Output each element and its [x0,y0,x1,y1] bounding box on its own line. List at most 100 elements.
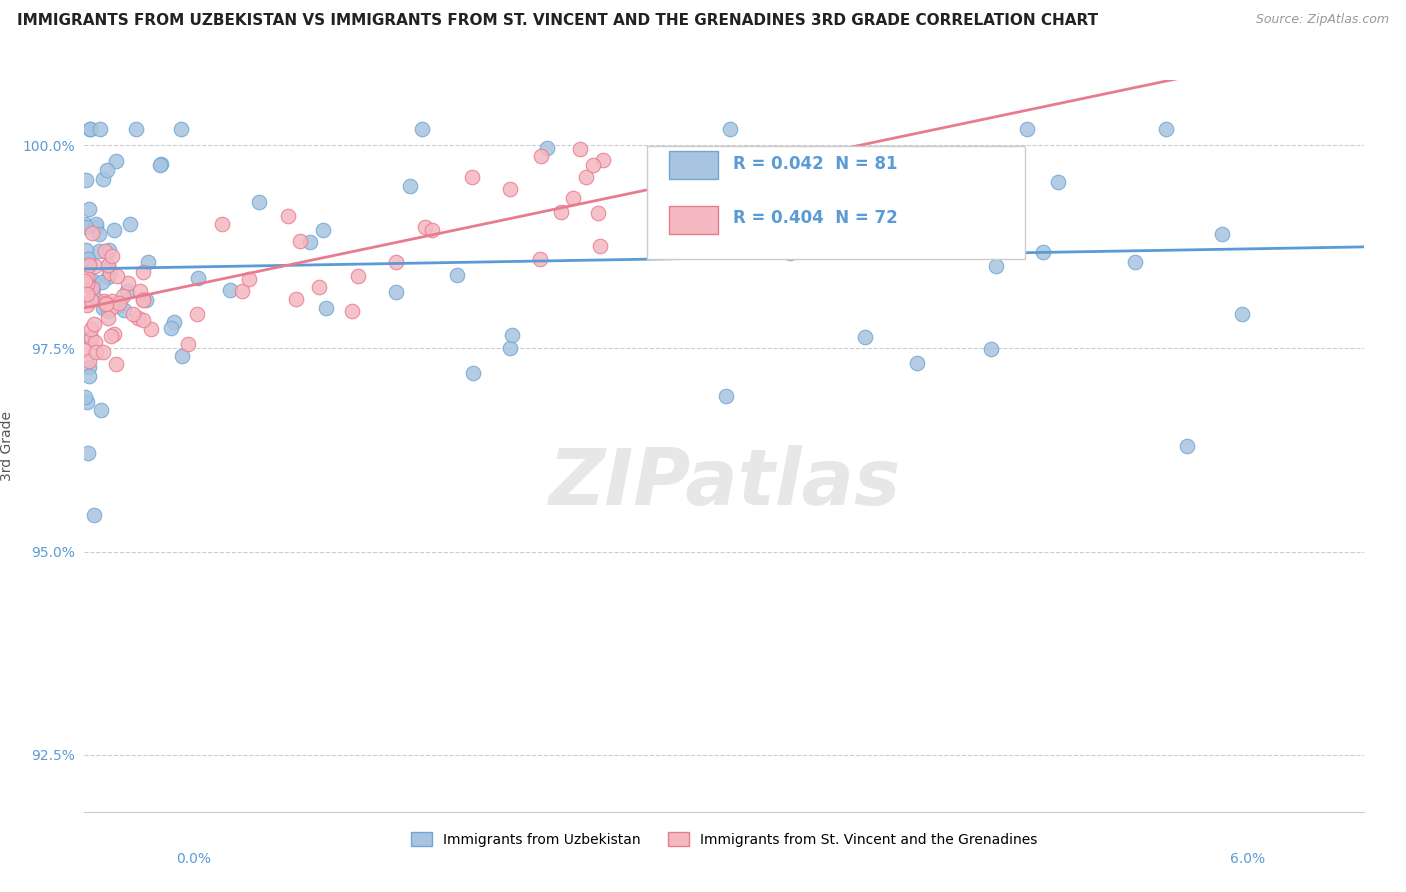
Point [315,301,337,315]
Point [499,182,522,196]
Point [688,212,710,227]
Point [1211,227,1233,241]
Point [80,330,103,344]
Point [76,298,98,312]
Point [981,243,1004,257]
Point [411,122,433,136]
Point [1156,122,1178,136]
Legend: Immigrants from Uzbekistan, Immigrants from St. Vincent and the Grenadines: Immigrants from Uzbekistan, Immigrants f… [405,826,1043,853]
Point [714,389,737,403]
Point [121,306,143,320]
Point [107,269,129,284]
Point [77,202,100,216]
Point [97,270,120,285]
Point [77,446,100,460]
Point [98,266,121,280]
Point [159,320,181,334]
Point [718,122,741,136]
Point [384,285,406,300]
Point [73,217,96,231]
Point [84,334,107,349]
Text: IMMIGRANTS FROM UZBEKISTAN VS IMMIGRANTS FROM ST. VINCENT AND THE GRENADINES 3RD: IMMIGRANTS FROM UZBEKISTAN VS IMMIGRANTS… [17,13,1098,29]
Point [97,303,120,318]
Point [97,243,120,257]
Point [342,304,364,318]
Point [79,122,101,136]
Point [176,336,198,351]
Point [132,293,155,308]
Point [80,293,103,307]
Point [76,252,98,266]
Point [76,271,98,285]
Point [1032,245,1054,260]
Point [75,220,97,235]
Point [100,301,122,316]
Point [529,252,551,267]
Point [103,327,125,342]
Point [1017,122,1039,136]
Text: Source: ZipAtlas.com: Source: ZipAtlas.com [1256,13,1389,27]
Point [101,297,124,311]
Point [77,353,100,368]
Point [277,210,299,224]
Point [79,331,101,345]
Point [136,255,159,269]
Point [76,394,98,409]
Point [536,140,558,154]
Point [575,169,598,184]
Point [931,206,953,220]
Point [120,217,142,231]
Point [247,194,270,209]
Point [93,296,115,310]
Point [170,122,193,136]
Point [238,272,260,286]
Point [980,342,1002,356]
Point [107,299,129,313]
Point [75,243,97,257]
Point [385,255,408,269]
Point [498,341,520,355]
Point [115,284,138,298]
Point [93,172,115,186]
Point [420,222,443,236]
Point [97,259,120,273]
Point [79,122,101,136]
Point [139,322,162,336]
Point [77,258,100,272]
Point [399,178,422,193]
Point [1230,307,1253,321]
Point [132,265,155,279]
Point [1047,175,1070,189]
Point [80,281,103,295]
Point [83,508,105,522]
Point [779,246,801,260]
Point [100,329,122,343]
Point [93,294,115,309]
Text: R = 0.042  N = 81: R = 0.042 N = 81 [733,155,897,173]
Point [84,344,107,359]
Text: 0.0%: 0.0% [176,852,211,866]
Point [91,345,114,359]
Point [117,276,139,290]
Y-axis label: 3rd Grade: 3rd Grade [0,411,14,481]
Point [104,154,127,169]
Point [290,234,312,248]
Point [76,287,98,301]
Point [84,217,107,231]
Point [89,122,111,136]
Point [100,300,122,314]
Point [89,227,111,241]
Point [94,244,117,259]
Point [150,157,173,171]
Bar [669,206,717,234]
Point [187,270,209,285]
Point [112,289,135,303]
Text: 6.0%: 6.0% [1230,852,1265,866]
Point [83,290,105,304]
Point [73,343,96,358]
Point [96,162,118,177]
Point [94,297,117,311]
Point [550,205,572,219]
Point [127,311,149,326]
Point [77,359,100,374]
